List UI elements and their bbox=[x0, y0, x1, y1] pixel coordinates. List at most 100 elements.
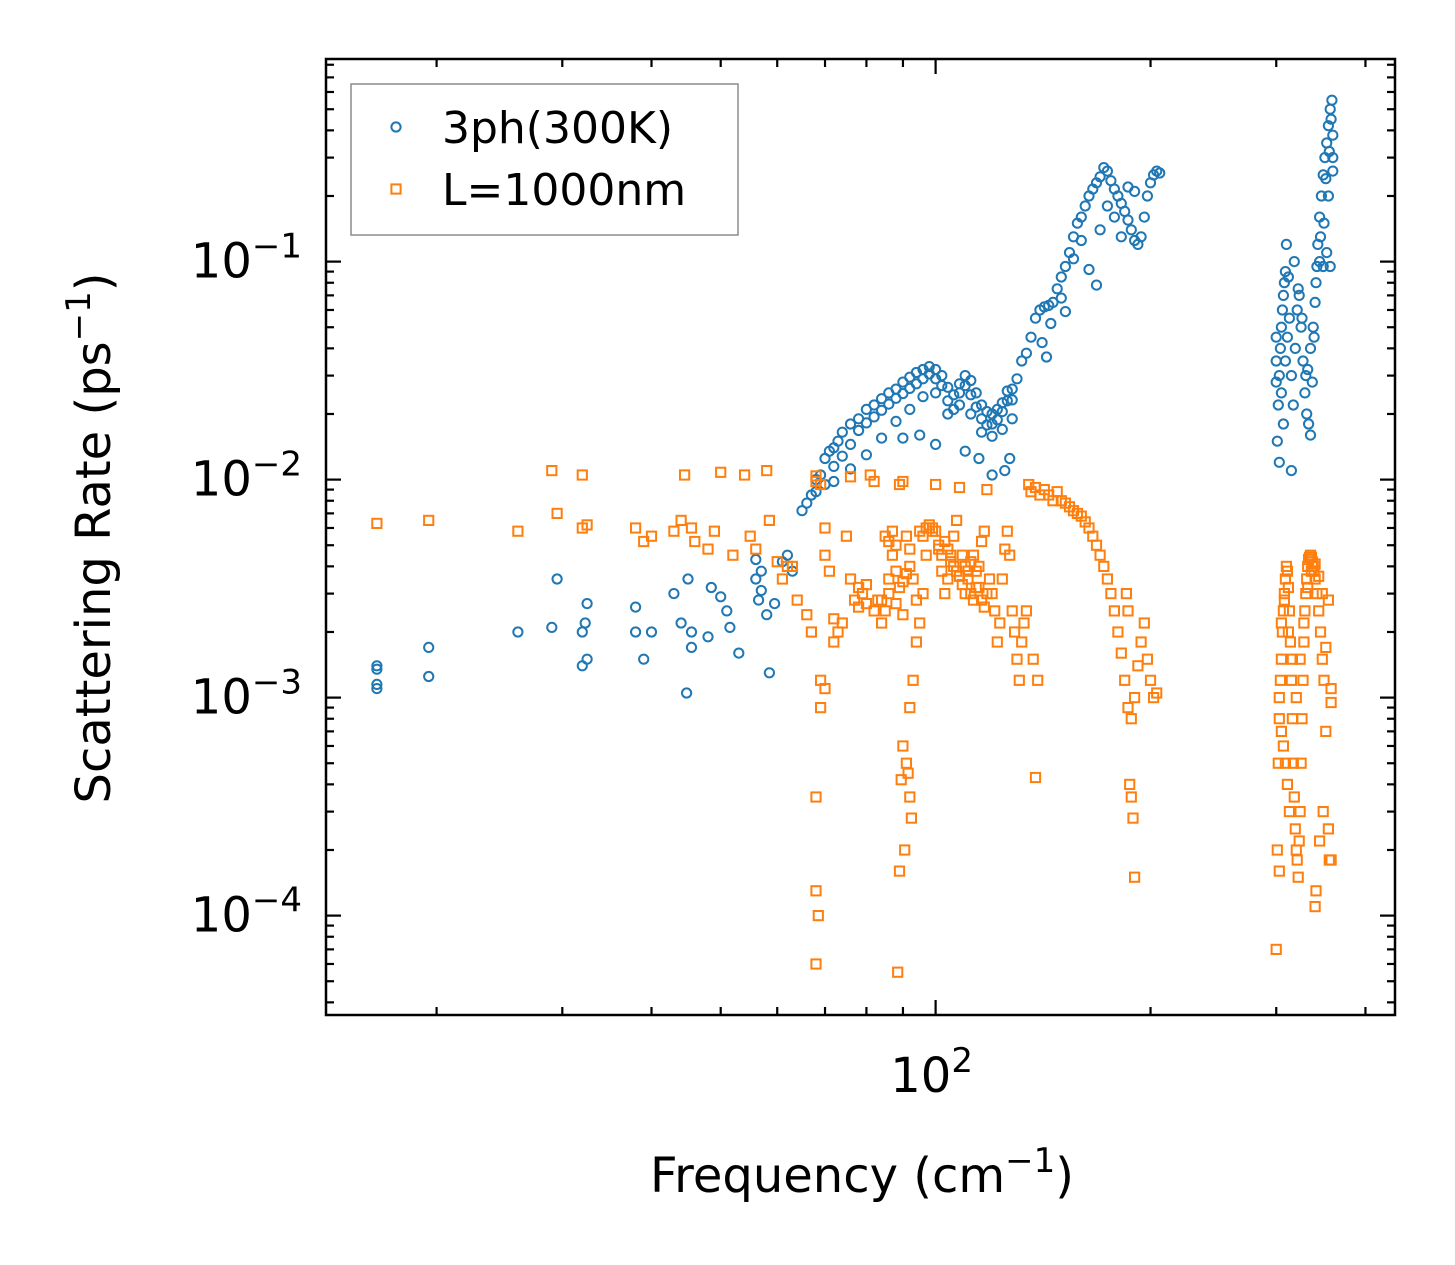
data-point-3ph bbox=[1129, 185, 1141, 197]
data-point-3ph bbox=[868, 411, 880, 423]
data-point-l1000 bbox=[989, 605, 1001, 617]
data-point-l1000 bbox=[844, 573, 857, 585]
data-point-l1000 bbox=[689, 535, 701, 548]
data-point-l1000 bbox=[1115, 647, 1127, 659]
data-point-l1000 bbox=[1283, 605, 1296, 617]
data-point-l1000 bbox=[951, 514, 963, 526]
data-point-l1000 bbox=[1309, 558, 1321, 570]
data-point-3ph bbox=[860, 449, 873, 461]
data-point-l1000 bbox=[1287, 757, 1299, 769]
data-point-3ph bbox=[512, 626, 524, 638]
data-point-3ph bbox=[976, 426, 988, 438]
data-point-3ph bbox=[1094, 224, 1106, 236]
data-point-3ph bbox=[991, 414, 1003, 426]
data-point-l1000 bbox=[897, 576, 909, 588]
data-point-3ph bbox=[942, 381, 954, 393]
data-point-3ph bbox=[685, 626, 698, 638]
data-point-l1000 bbox=[994, 617, 1006, 629]
data-point-l1000 bbox=[715, 466, 727, 478]
data-point-l1000 bbox=[902, 767, 914, 779]
data-point-3ph bbox=[1282, 271, 1295, 283]
data-point-3ph bbox=[1283, 312, 1296, 324]
data-point-3ph bbox=[551, 573, 563, 585]
axes-layer: 102 10−1 10−2 10−3 10−4 Frequency (cm−1) Scatt… bbox=[59, 57, 1397, 1204]
data-point-l1000 bbox=[1271, 844, 1283, 856]
data-point-l1000 bbox=[942, 573, 954, 585]
data-point-l1000 bbox=[860, 579, 872, 591]
data-point-l1000 bbox=[1275, 725, 1288, 737]
data-point-l1000 bbox=[668, 525, 680, 537]
data-point-l1000 bbox=[1125, 791, 1137, 803]
data-point-l1000 bbox=[1325, 683, 1337, 695]
data-point-l1000 bbox=[1272, 757, 1284, 769]
data-point-3ph bbox=[1324, 260, 1336, 273]
data-point-l1000 bbox=[900, 568, 912, 580]
data-point-l1000 bbox=[1135, 636, 1147, 648]
data-point-3ph bbox=[801, 497, 813, 509]
data-point-3ph bbox=[876, 432, 888, 444]
data-point-3ph bbox=[1277, 289, 1290, 301]
data-point-3ph bbox=[973, 452, 985, 465]
data-point-l1000 bbox=[512, 525, 524, 537]
data-point-l1000 bbox=[1282, 626, 1295, 638]
data-point-3ph bbox=[930, 373, 942, 385]
x-axis-label: Frequency (cm−1) bbox=[650, 1141, 1074, 1204]
data-point-3ph bbox=[796, 505, 808, 517]
data-point-l1000 bbox=[907, 674, 919, 686]
data-point-3ph bbox=[1125, 224, 1137, 236]
data-point-3ph bbox=[1006, 394, 1018, 406]
data-point-l1000 bbox=[630, 522, 642, 534]
data-point-l1000 bbox=[1318, 674, 1330, 686]
data-point-3ph bbox=[883, 398, 895, 410]
data-point-l1000 bbox=[1300, 588, 1312, 600]
data-point-3ph bbox=[828, 460, 840, 472]
data-point-l1000 bbox=[970, 565, 982, 577]
data-point-l1000 bbox=[1316, 588, 1328, 600]
data-point-l1000 bbox=[1120, 588, 1133, 600]
data-point-l1000 bbox=[1299, 605, 1311, 617]
data-point-l1000 bbox=[1293, 835, 1305, 847]
data-point-l1000 bbox=[893, 865, 906, 877]
data-point-3ph bbox=[755, 584, 767, 597]
data-point-l1000 bbox=[956, 549, 968, 561]
data-point-l1000 bbox=[1320, 641, 1332, 653]
data-point-3ph bbox=[828, 475, 840, 488]
data-point-l1000 bbox=[900, 530, 912, 542]
data-point-l1000 bbox=[926, 522, 939, 534]
data-point-3ph bbox=[965, 389, 977, 401]
data-point-3ph bbox=[1301, 408, 1313, 420]
data-point-3ph bbox=[1270, 376, 1282, 388]
data-point-3ph bbox=[981, 406, 993, 418]
data-point-3ph bbox=[1075, 234, 1087, 247]
data-point-l1000 bbox=[1029, 771, 1042, 784]
data-point-3ph bbox=[753, 594, 765, 606]
data-point-l1000 bbox=[939, 588, 951, 600]
data-point-l1000 bbox=[1013, 674, 1025, 686]
y-axis-label: Scattering Rate (ps−1) bbox=[59, 272, 122, 803]
data-point-l1000 bbox=[973, 581, 985, 594]
data-point-3ph bbox=[681, 687, 693, 699]
data-point-l1000 bbox=[1314, 835, 1326, 847]
data-point-3ph bbox=[1299, 387, 1311, 399]
data-point-3ph bbox=[965, 408, 977, 420]
data-point-3ph bbox=[371, 660, 383, 672]
data-point-l1000 bbox=[1101, 573, 1114, 585]
data-point-3ph bbox=[1311, 260, 1323, 273]
legend-marker-square bbox=[390, 183, 402, 195]
data-point-l1000 bbox=[1282, 581, 1295, 594]
data-point-l1000 bbox=[786, 560, 798, 572]
data-point-3ph bbox=[959, 380, 971, 392]
data-point-3ph bbox=[371, 683, 383, 695]
data-point-3ph bbox=[970, 401, 982, 413]
data-point-3ph bbox=[668, 588, 680, 600]
data-point-3ph bbox=[724, 621, 736, 634]
data-point-l1000 bbox=[761, 465, 773, 477]
data-point-l1000 bbox=[810, 885, 822, 897]
data-point-l1000 bbox=[895, 774, 907, 786]
data-point-l1000 bbox=[1122, 702, 1134, 714]
data-point-3ph bbox=[1079, 200, 1091, 212]
data-point-l1000 bbox=[1129, 692, 1141, 704]
data-point-l1000 bbox=[876, 594, 888, 606]
data-point-3ph bbox=[1304, 342, 1317, 354]
data-point-l1000 bbox=[1004, 549, 1016, 561]
